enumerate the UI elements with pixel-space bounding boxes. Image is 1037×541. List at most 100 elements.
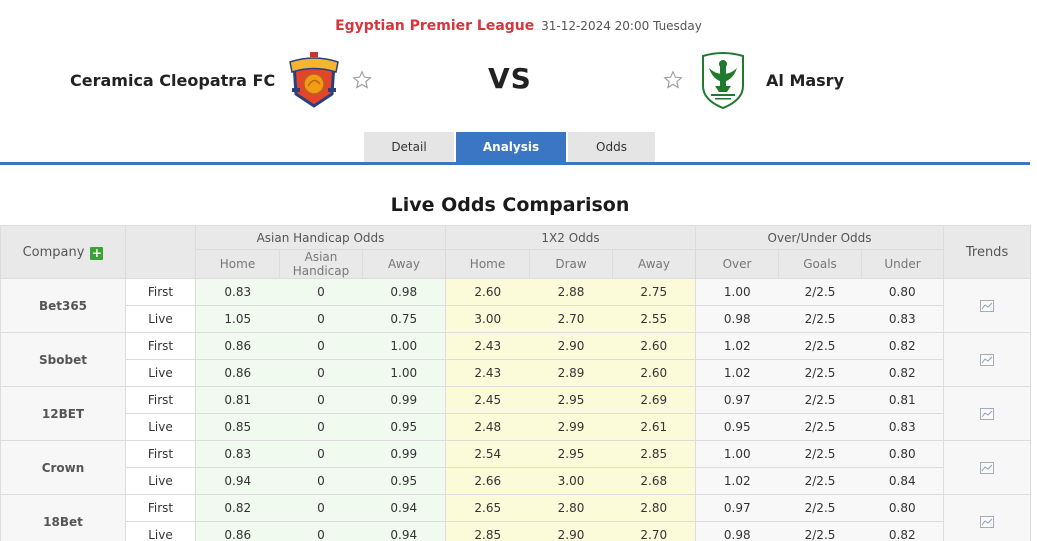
x12-away-odds: 2.60	[612, 359, 696, 387]
ah-handicap-value: 0	[279, 278, 363, 306]
ou-under-header: Under	[861, 249, 945, 279]
ou-over-odds: 0.95	[695, 413, 779, 441]
table-row-live: Live 1.05 0 0.75 3.00 2.70 2.55 0.98 2/2…	[1, 305, 1031, 333]
ou-goals-line: 2/2.5	[778, 386, 862, 414]
ou-over-header: Over	[695, 249, 780, 279]
trends-button[interactable]	[943, 278, 1032, 333]
league-name[interactable]: Egyptian Premier League	[335, 18, 535, 34]
table-row-first: Bet365 First 0.83 0 0.98 2.60 2.88 2.75 …	[0, 278, 1032, 333]
home-favorite-star-icon[interactable]	[351, 69, 373, 91]
x12-away-odds: 2.68	[612, 467, 696, 495]
ah-home-odds: 0.83	[195, 440, 280, 468]
x12-draw-odds: 2.70	[529, 305, 613, 333]
x12-away-odds: 2.60	[612, 332, 696, 360]
x12-draw-odds: 2.99	[529, 413, 613, 441]
x12-home-odds: 2.60	[445, 278, 530, 306]
x12-home-odds: 2.65	[445, 494, 530, 522]
trends-button[interactable]	[943, 440, 1032, 495]
ou-goals-line: 2/2.5	[778, 521, 862, 541]
table-row-first: Crown First 0.83 0 0.99 2.54 2.95 2.85 1…	[0, 440, 1032, 495]
company-name[interactable]: Sbobet	[0, 332, 126, 387]
ou-under-odds: 0.83	[861, 413, 945, 441]
table-row-first: 12BET First 0.81 0 0.99 2.45 2.95 2.69 0…	[0, 386, 1032, 441]
home-team-name[interactable]: Ceramica Cleopatra FC	[70, 70, 276, 90]
ah-handicap-value: 0	[279, 305, 363, 333]
ah-handicap-value: 0	[279, 386, 363, 414]
x12-header: 1X2 Odds	[445, 225, 697, 250]
type-header	[125, 225, 196, 279]
x12-away-odds: 2.61	[612, 413, 696, 441]
ou-under-odds: 0.80	[861, 278, 945, 306]
trend-chart-icon[interactable]	[980, 354, 995, 366]
trend-chart-icon[interactable]	[980, 408, 995, 420]
over-under-header: Over/Under Odds	[695, 225, 945, 250]
x12-draw-odds: 2.88	[529, 278, 613, 306]
trends-button[interactable]	[943, 494, 1032, 541]
ah-away-odds: 0.94	[362, 494, 446, 522]
ou-over-odds: 1.02	[695, 467, 779, 495]
x12-draw-header: Draw	[529, 249, 614, 279]
x12-draw-odds: 2.90	[529, 332, 613, 360]
odds-type-label: First	[125, 278, 196, 306]
away-team-name[interactable]: Al Masry	[766, 70, 844, 90]
ah-away-odds: 0.95	[362, 467, 446, 495]
trend-chart-icon[interactable]	[980, 462, 995, 474]
trend-chart-icon[interactable]	[980, 300, 995, 312]
ah-home-odds: 1.05	[195, 305, 280, 333]
ou-goals-line: 2/2.5	[778, 305, 862, 333]
odds-type-label: First	[125, 386, 196, 414]
x12-away-odds: 2.70	[612, 521, 696, 541]
ah-home-odds: 0.83	[195, 278, 280, 306]
away-team: Al Masry	[662, 48, 844, 112]
ou-under-odds: 0.82	[861, 359, 945, 387]
odds-type-label: Live	[125, 413, 196, 441]
ou-goals-line: 2/2.5	[778, 413, 862, 441]
ah-home-header: Home	[195, 249, 280, 279]
ou-goals-line: 2/2.5	[778, 278, 862, 306]
ah-away-odds: 1.00	[362, 359, 446, 387]
ou-under-odds: 0.80	[861, 440, 945, 468]
x12-draw-odds: 2.95	[529, 440, 613, 468]
tab-detail[interactable]: Detail	[364, 132, 454, 162]
company-name[interactable]: 12BET	[0, 386, 126, 441]
ou-over-odds: 1.00	[695, 278, 779, 306]
ou-over-odds: 0.98	[695, 305, 779, 333]
x12-away-odds: 2.80	[612, 494, 696, 522]
tab-analysis[interactable]: Analysis	[456, 132, 566, 162]
x12-draw-odds: 2.95	[529, 386, 613, 414]
x12-away-odds: 2.75	[612, 278, 696, 306]
ah-away-odds: 0.99	[362, 440, 446, 468]
trend-chart-icon[interactable]	[980, 516, 995, 528]
odds-type-label: Live	[125, 305, 196, 333]
tab-odds[interactable]: Odds	[568, 132, 655, 162]
table-row-live: Live 0.86 0 0.94 2.85 2.90 2.70 0.98 2/2…	[1, 521, 1031, 541]
odds-type-label: Live	[125, 359, 196, 387]
table-row-first: Sbobet First 0.86 0 1.00 2.43 2.90 2.60 …	[0, 332, 1032, 387]
ah-home-odds: 0.82	[195, 494, 280, 522]
ou-over-odds: 0.98	[695, 521, 779, 541]
ou-over-odds: 1.02	[695, 332, 779, 360]
match-datetime: 31-12-2024 20:00 Tuesday	[541, 19, 702, 33]
ah-away-odds: 0.95	[362, 413, 446, 441]
table-row-live: Live 0.94 0 0.95 2.66 3.00 2.68 1.02 2/2…	[1, 467, 1031, 495]
x12-home-odds: 2.43	[445, 332, 530, 360]
trends-button[interactable]	[943, 332, 1032, 387]
table-row-live: Live 0.86 0 1.00 2.43 2.89 2.60 1.02 2/2…	[1, 359, 1031, 387]
trends-button[interactable]	[943, 386, 1032, 441]
tab-underline	[0, 162, 1030, 165]
away-favorite-star-icon[interactable]	[662, 69, 684, 91]
ah-handicap-value: 0	[279, 359, 363, 387]
ou-under-odds: 0.83	[861, 305, 945, 333]
company-name[interactable]: Crown	[0, 440, 126, 495]
ah-handicap-value: 0	[279, 440, 363, 468]
ah-away-odds: 1.00	[362, 332, 446, 360]
match-tabs: Detail Analysis Odds	[364, 132, 657, 162]
ou-over-odds: 1.00	[695, 440, 779, 468]
x12-home-odds: 2.43	[445, 359, 530, 387]
company-name[interactable]: 18Bet	[0, 494, 126, 541]
add-company-plus-icon[interactable]: +	[90, 245, 104, 260]
ah-handicap-value: 0	[279, 521, 363, 541]
company-name[interactable]: Bet365	[0, 278, 126, 333]
section-title: Live Odds Comparison	[390, 194, 630, 216]
x12-away-odds: 2.55	[612, 305, 696, 333]
